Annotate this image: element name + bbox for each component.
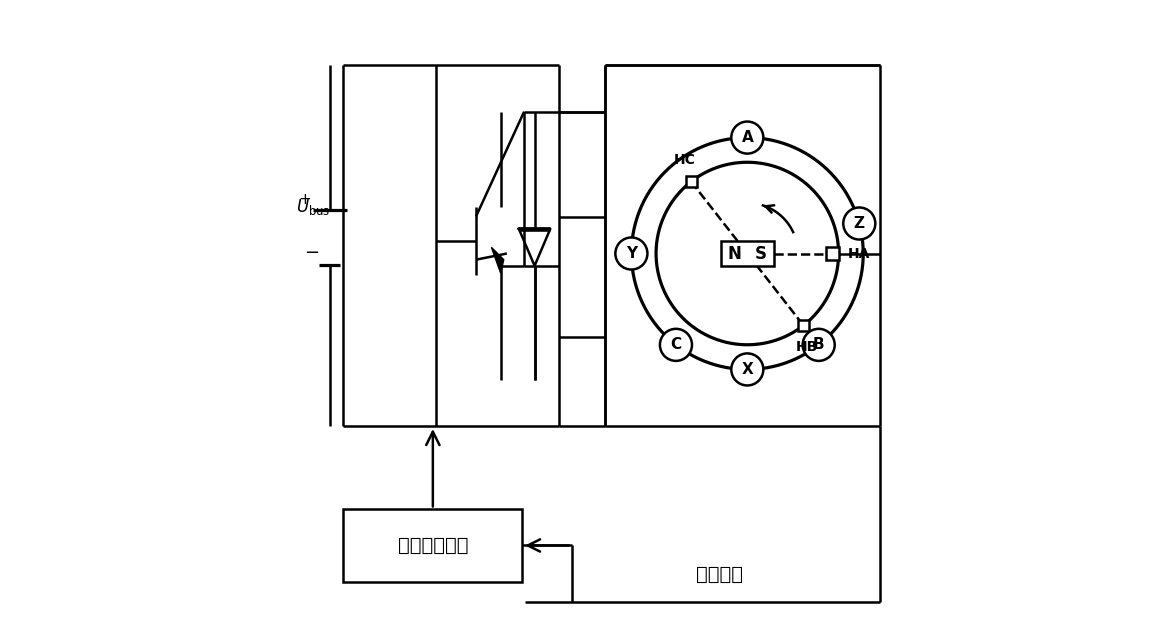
Bar — [798, 320, 809, 331]
Circle shape — [615, 237, 647, 269]
Text: 霍尔信号: 霍尔信号 — [696, 565, 743, 583]
Circle shape — [731, 353, 763, 386]
Text: S: S — [755, 245, 767, 263]
Text: 开关管控制器: 开关管控制器 — [398, 536, 468, 555]
Text: Y: Y — [626, 246, 637, 261]
Polygon shape — [492, 247, 504, 273]
Text: +: + — [299, 192, 311, 207]
Bar — [344, 509, 522, 582]
Circle shape — [843, 208, 876, 240]
Text: HA: HA — [848, 247, 870, 261]
Text: −: − — [304, 243, 319, 261]
Text: X: X — [742, 362, 754, 377]
Bar — [826, 247, 838, 260]
Text: A: A — [742, 130, 754, 145]
Bar — [721, 240, 774, 266]
Text: C: C — [670, 337, 682, 352]
Text: Z: Z — [853, 216, 865, 231]
Circle shape — [731, 122, 763, 154]
Circle shape — [660, 329, 691, 361]
Text: B: B — [812, 337, 824, 352]
Text: N: N — [727, 245, 741, 263]
Text: $U_\mathrm{bus}$: $U_\mathrm{bus}$ — [296, 197, 330, 217]
Circle shape — [803, 329, 835, 361]
Bar — [686, 176, 696, 187]
Text: HB: HB — [796, 341, 818, 354]
Text: HC: HC — [674, 153, 696, 167]
